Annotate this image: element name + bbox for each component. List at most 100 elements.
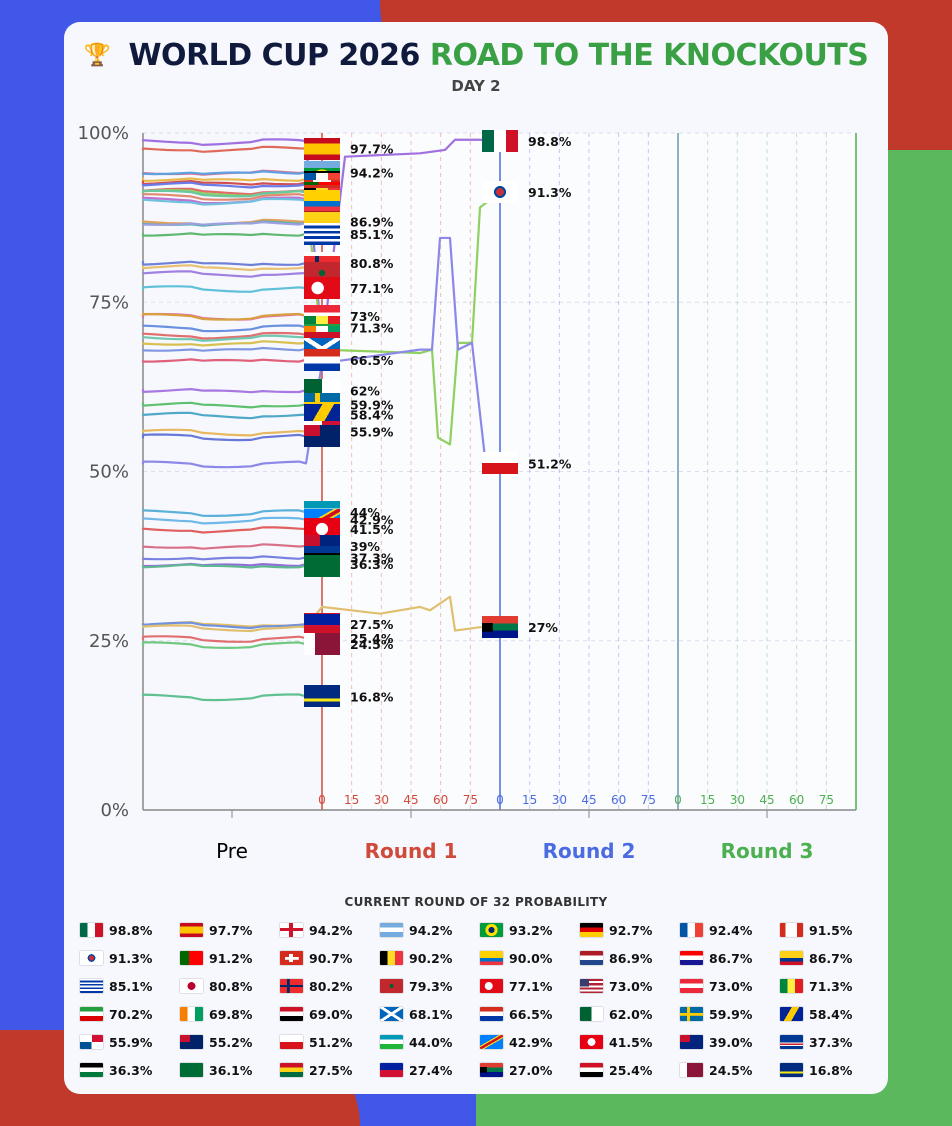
legend-item: 93.2% xyxy=(480,920,552,940)
switzerland-flag-icon xyxy=(280,951,303,965)
flag-qatar xyxy=(304,633,340,656)
ghana-flag-icon xyxy=(280,1063,303,1077)
series-line xyxy=(141,621,322,630)
flag-australia xyxy=(304,425,340,448)
series-line xyxy=(141,221,322,226)
series-line xyxy=(141,411,322,420)
panama-flag-icon xyxy=(80,1035,103,1049)
series-line xyxy=(141,516,322,525)
series-line xyxy=(141,433,322,442)
austria-flag-icon xyxy=(680,979,703,993)
flag-turkey xyxy=(304,277,340,300)
value-label: 86.9% xyxy=(350,215,394,230)
value-label: 73% xyxy=(350,309,380,324)
minute-tick-label: 15 xyxy=(700,793,715,807)
series-line xyxy=(141,331,322,340)
legend-item: 24.5% xyxy=(680,1060,752,1080)
minute-tick-label: 45 xyxy=(403,793,418,807)
legend-value: 77.1% xyxy=(509,978,553,994)
series-line xyxy=(141,197,322,206)
legend-item: 62.0% xyxy=(580,1004,652,1024)
series-line xyxy=(141,641,322,649)
legend-item: 42.9% xyxy=(480,1032,552,1052)
legend-item: 92.4% xyxy=(680,920,752,940)
legend-item: 58.4% xyxy=(780,1004,852,1024)
value-label: 27.5% xyxy=(350,617,394,632)
tunisia-flag-icon xyxy=(304,518,340,541)
flag-czechia xyxy=(482,452,518,475)
series-line xyxy=(141,285,322,293)
series-line xyxy=(141,563,322,569)
minute-tick-label: 15 xyxy=(344,793,359,807)
y-tick-label: 50% xyxy=(89,462,129,483)
series-line xyxy=(141,260,322,267)
legend-item: 91.3% xyxy=(80,948,152,968)
flag-tunisia xyxy=(304,518,340,541)
trophy-icon: 🏆 xyxy=(83,43,111,68)
legend-value: 91.5% xyxy=(809,922,853,938)
legend-value: 90.2% xyxy=(409,950,453,966)
legend-value: 80.2% xyxy=(309,978,353,994)
legend-value: 39.0% xyxy=(709,1034,753,1050)
legend-value: 73.0% xyxy=(609,978,653,994)
legend-value: 68.1% xyxy=(409,1006,453,1022)
legend-item: 91.2% xyxy=(180,948,252,968)
legend-item: 98.8% xyxy=(80,920,152,940)
series-line xyxy=(141,555,322,561)
southafrica-flag-icon xyxy=(482,616,518,639)
flag-southafrica xyxy=(482,616,518,639)
southafrica-flag-icon xyxy=(480,1063,503,1077)
legend-value: 51.2% xyxy=(309,1034,353,1050)
legend-item: 90.7% xyxy=(280,948,352,968)
legend-item: 16.8% xyxy=(780,1060,852,1080)
series-line xyxy=(141,401,322,409)
series-line xyxy=(141,509,322,517)
croatia-flag-icon xyxy=(680,951,703,965)
legend-value: 73.0% xyxy=(709,978,753,994)
minute-tick-label: 60 xyxy=(611,793,626,807)
legend-value: 59.9% xyxy=(709,1006,753,1022)
value-label: 39% xyxy=(350,539,380,554)
legend-item: 92.7% xyxy=(580,920,652,940)
legend-item: 37.3% xyxy=(780,1032,852,1052)
ecuador-flag-icon xyxy=(304,189,340,212)
uruguay-flag-icon xyxy=(304,222,340,245)
section-label: Round 2 xyxy=(543,839,636,863)
legend-value: 86.7% xyxy=(809,950,853,966)
legend-item: 69.0% xyxy=(280,1004,352,1024)
legend-item: 68.1% xyxy=(380,1004,452,1024)
flag-curacao xyxy=(304,685,340,708)
flag-saudi xyxy=(304,554,340,577)
colombia-flag-icon xyxy=(780,951,803,965)
legend-value: 27.5% xyxy=(309,1062,353,1078)
legend-value: 69.0% xyxy=(309,1006,353,1022)
newzealand-flag-icon xyxy=(680,1035,703,1049)
minute-tick-label: 75 xyxy=(819,793,834,807)
legend-value: 37.3% xyxy=(809,1034,853,1050)
minute-tick-label: 45 xyxy=(581,793,596,807)
morocco-flag-icon xyxy=(380,979,403,993)
capeverde-flag-icon xyxy=(780,1035,803,1049)
legend-item: 86.9% xyxy=(580,948,652,968)
australia-flag-icon xyxy=(304,425,340,448)
series-line xyxy=(141,189,322,198)
legend-value: 91.2% xyxy=(209,950,253,966)
legend-value: 41.5% xyxy=(609,1034,653,1050)
haiti-flag-icon xyxy=(380,1063,403,1077)
drcongo-flag-icon xyxy=(480,1035,503,1049)
legend-value: 92.4% xyxy=(709,922,753,938)
series-line xyxy=(141,170,322,176)
legend-value: 79.3% xyxy=(409,978,453,994)
legend-item: 86.7% xyxy=(680,948,752,968)
legend-value: 55.9% xyxy=(109,1034,153,1050)
legend-item: 90.0% xyxy=(480,948,552,968)
title-part-1: WORLD CUP 2026 xyxy=(128,38,420,73)
uruguay-flag-icon xyxy=(80,979,103,993)
value-label: 16.8% xyxy=(350,689,394,704)
algeria-flag-icon xyxy=(580,1007,603,1021)
legend-item: 27.0% xyxy=(480,1060,552,1080)
section-label: Round 1 xyxy=(365,839,458,863)
legend-item: 69.8% xyxy=(180,1004,252,1024)
legend-item: 91.5% xyxy=(780,920,852,940)
jordan-flag-icon xyxy=(80,1063,103,1077)
